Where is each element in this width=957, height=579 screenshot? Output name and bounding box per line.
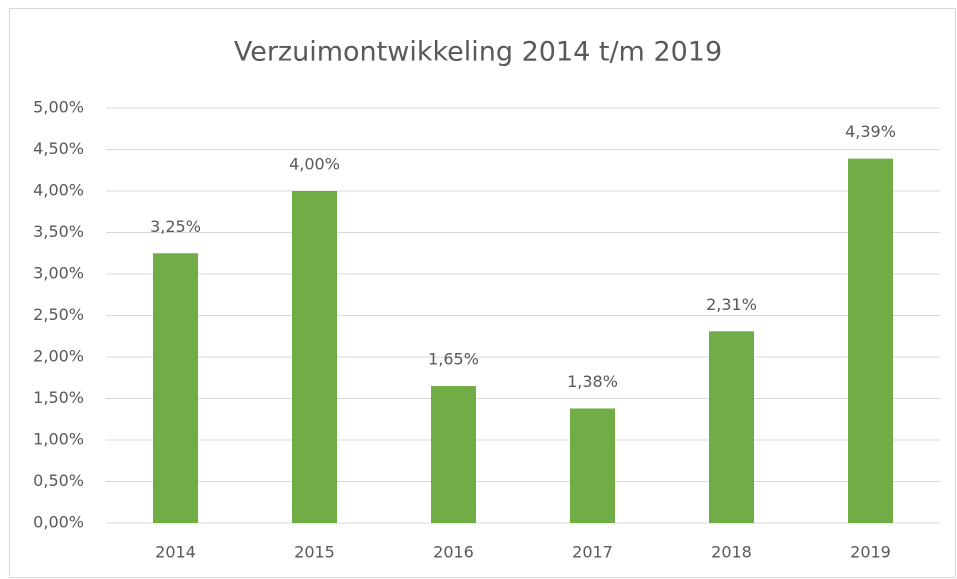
- data-label: 3,25%: [150, 217, 201, 236]
- x-tick-label: 2019: [850, 543, 891, 562]
- bar: [431, 386, 476, 523]
- bar: [292, 191, 337, 523]
- bar: [848, 158, 893, 523]
- data-label: 1,65%: [428, 350, 479, 369]
- chart-frame: [9, 8, 956, 578]
- data-label: 2,31%: [706, 295, 757, 314]
- data-label: 4,39%: [845, 122, 896, 141]
- data-label: 1,38%: [567, 372, 618, 391]
- y-tick-label: 1,00%: [33, 430, 84, 449]
- y-tick-label: 4,00%: [33, 181, 84, 200]
- y-tick-label: 2,50%: [33, 305, 84, 324]
- y-tick-label: 0,00%: [33, 513, 84, 532]
- x-tick-label: 2017: [572, 543, 613, 562]
- x-tick-label: 2014: [155, 543, 196, 562]
- y-tick-label: 1,50%: [33, 388, 84, 407]
- chart-title: Verzuimontwikkeling 2014 t/m 2019: [234, 37, 722, 68]
- y-tick-label: 3,50%: [33, 222, 84, 241]
- x-tick-label: 2015: [294, 543, 335, 562]
- bar: [709, 331, 754, 523]
- y-tick-label: 3,00%: [33, 264, 84, 283]
- y-tick-label: 2,00%: [33, 347, 84, 366]
- y-tick-label: 4,50%: [33, 139, 84, 158]
- data-label: 4,00%: [289, 155, 340, 174]
- x-tick-label: 2018: [711, 543, 752, 562]
- y-tick-label: 0,50%: [33, 471, 84, 490]
- x-tick-label: 2016: [433, 543, 474, 562]
- y-tick-label: 5,00%: [33, 98, 84, 117]
- bar: [570, 408, 615, 523]
- bar: [153, 253, 198, 523]
